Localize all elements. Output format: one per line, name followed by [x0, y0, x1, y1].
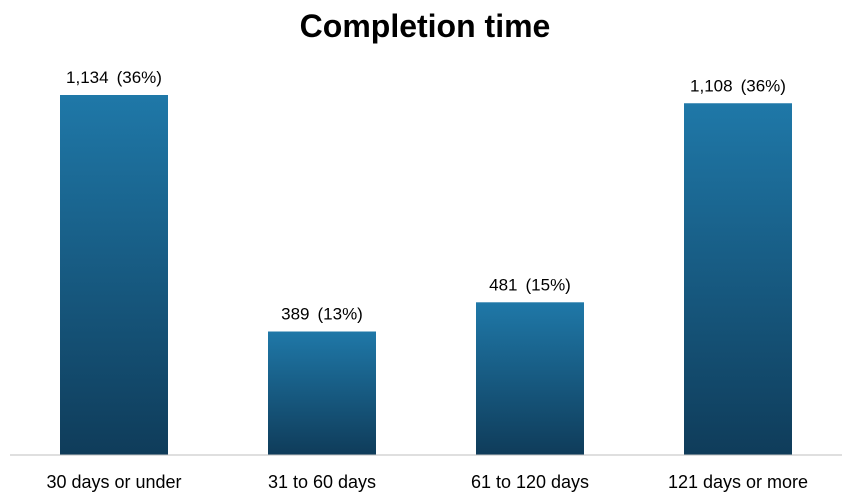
data-label-1: 1,134 (36%)	[66, 68, 162, 87]
data-label-4: 1,108 (36%)	[690, 76, 786, 95]
value-label-3: 481	[489, 275, 517, 294]
percent-label-1: (36%)	[117, 68, 162, 87]
bar-4	[684, 103, 792, 455]
data-label-2: 389 (13%)	[281, 305, 363, 324]
bar-3	[476, 302, 584, 455]
percent-label-2: (13%)	[318, 305, 363, 324]
value-label-1: 1,134	[66, 68, 109, 87]
data-labels-group: 1,134 (36%) 389 (13%) 481 (15%) 1,108 (36%)	[66, 68, 786, 324]
percent-label-4: (36%)	[741, 76, 786, 95]
data-label-3: 481 (15%)	[489, 275, 571, 294]
value-label-4: 1,108	[690, 76, 733, 95]
x-tick-label-2: 31 to 60 days	[268, 472, 376, 492]
bar-1	[60, 95, 168, 455]
bar-2	[268, 331, 376, 455]
x-tick-label-3: 61 to 120 days	[471, 472, 589, 492]
x-tick-label-4: 121 days or more	[668, 472, 808, 492]
value-label-2: 389	[281, 305, 309, 324]
percent-label-3: (15%)	[526, 275, 571, 294]
bars-group	[60, 95, 792, 455]
x-tick-label-1: 30 days or under	[46, 472, 181, 492]
x-axis-ticks: 30 days or under 31 to 60 days 61 to 120 d…	[46, 472, 808, 492]
chart-title: Completion time	[300, 8, 551, 44]
